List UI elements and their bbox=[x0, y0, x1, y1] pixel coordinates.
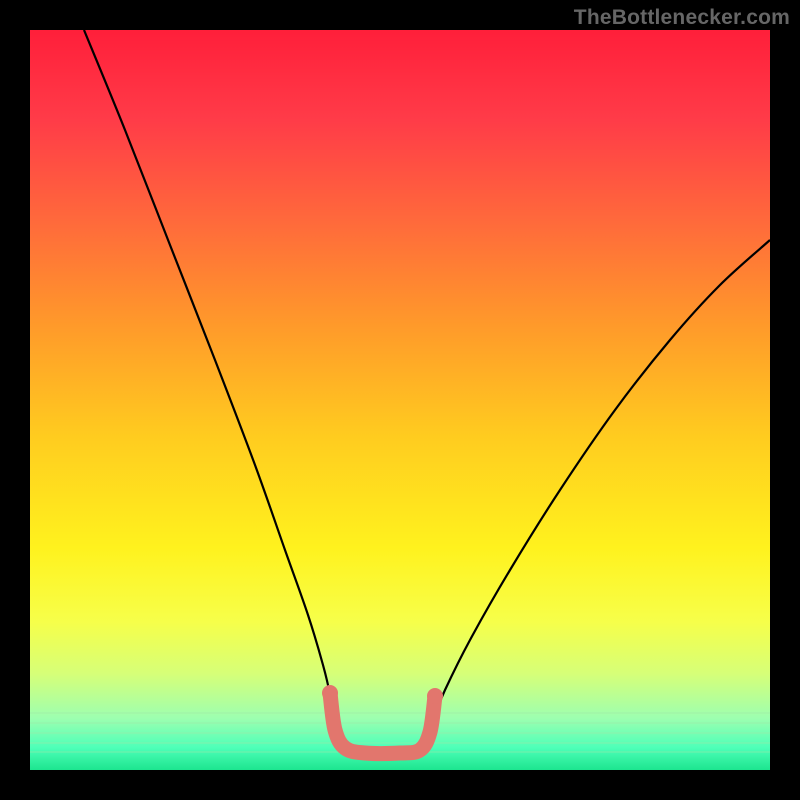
gradient-background bbox=[30, 30, 770, 770]
chart-frame: TheBottlenecker.com bbox=[0, 0, 800, 800]
plot-svg bbox=[30, 30, 770, 770]
watermark-text: TheBottlenecker.com bbox=[574, 6, 790, 30]
bottleneck-chart bbox=[30, 30, 770, 770]
